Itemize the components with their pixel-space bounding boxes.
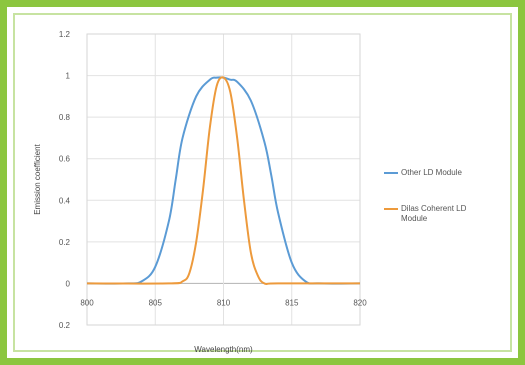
y-tick-label: 0.8 bbox=[59, 113, 71, 122]
plot-border bbox=[86, 33, 361, 326]
x-tick-label: 800 bbox=[80, 298, 94, 307]
y-axis-label: Emission coefficient bbox=[33, 143, 42, 214]
chart-series bbox=[86, 76, 361, 286]
legend-swatch bbox=[384, 171, 398, 174]
x-tick-label: 820 bbox=[353, 298, 367, 307]
y-tick-label: 0 bbox=[66, 279, 71, 288]
x-axis-label: Wavelength(nm) bbox=[194, 345, 253, 354]
chart-panel bbox=[13, 13, 512, 352]
y-tick-label: 0.4 bbox=[59, 196, 71, 205]
legend-label: Dilas Coherent LD Module bbox=[401, 204, 467, 223]
y-tick-label: 0.2 bbox=[59, 238, 71, 247]
legend-label: Other LD Module bbox=[401, 168, 462, 177]
chart-ticks: 1.2 1 0.8 0.6 0.4 0.2 0 0.2 800 805 810 815 820 bbox=[59, 30, 367, 330]
x-tick-label: 805 bbox=[149, 298, 163, 307]
legend-item-other-ld: Other LD Module bbox=[384, 168, 514, 178]
y-tick-label: 0.2 bbox=[59, 321, 71, 330]
legend-swatch bbox=[384, 208, 398, 210]
series-line-1 bbox=[86, 76, 360, 286]
chart-grid bbox=[86, 33, 361, 326]
y-tick-label: 1 bbox=[66, 72, 71, 81]
y-tick-label: 1.2 bbox=[59, 30, 71, 39]
x-tick-label: 815 bbox=[285, 298, 299, 307]
x-tick-label: 810 bbox=[217, 298, 231, 307]
legend-item-dilas-ld: Dilas Coherent LD Module bbox=[384, 204, 514, 224]
y-tick-label: 0.6 bbox=[59, 155, 71, 164]
